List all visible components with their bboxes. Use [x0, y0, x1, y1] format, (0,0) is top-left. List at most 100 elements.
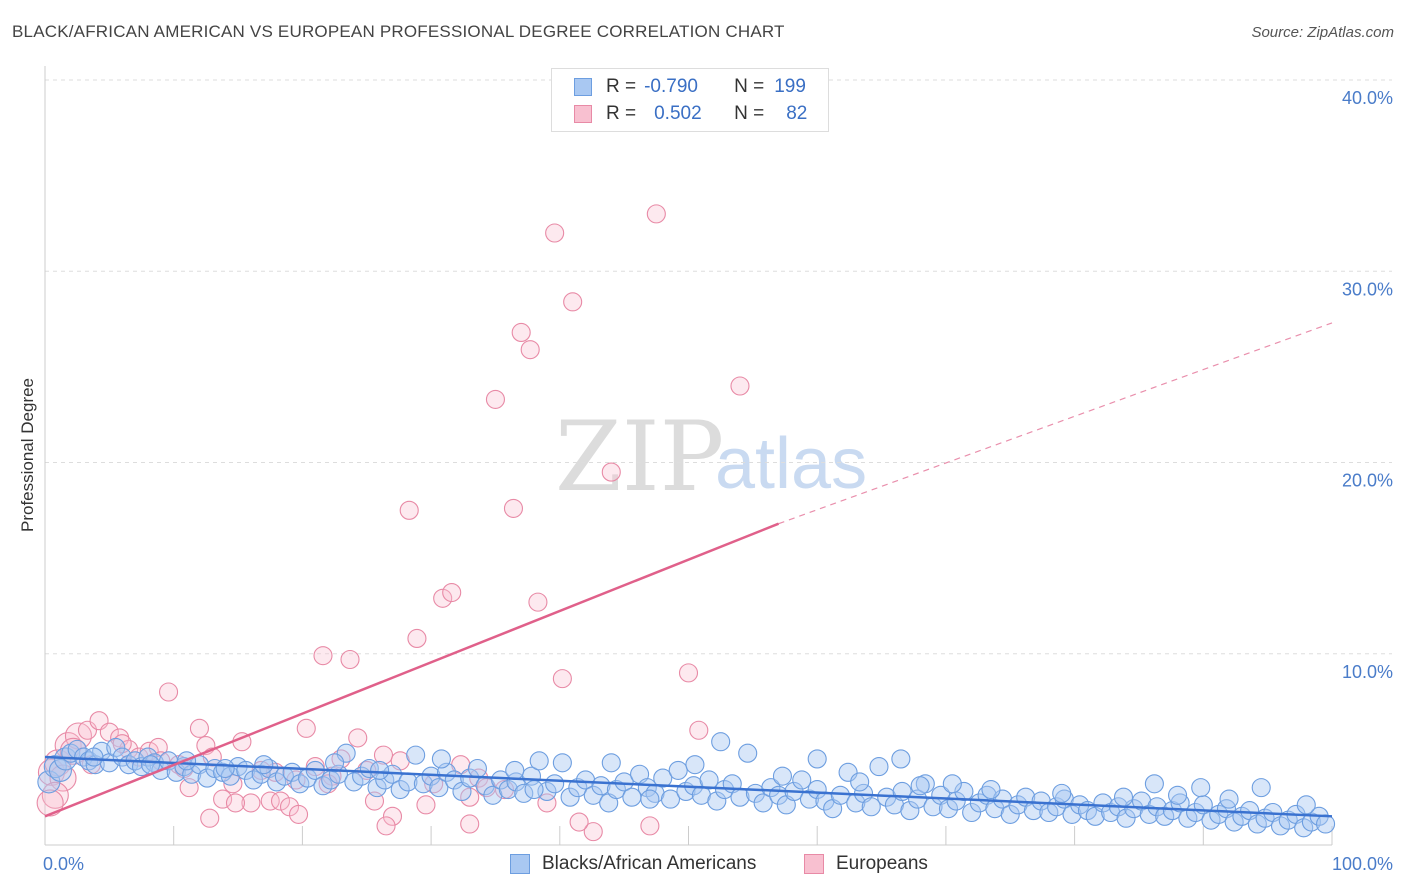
legend-n-value: 82: [786, 103, 808, 124]
legend-item-blacks: Blacks/African Americans: [510, 852, 756, 876]
black-point: [1316, 814, 1336, 834]
black-point: [660, 789, 681, 809]
european-point: [270, 791, 291, 811]
black-point: [325, 753, 345, 773]
legend-row-pink: R = 0.502 N = 82: [574, 101, 807, 127]
black-point: [685, 755, 705, 775]
black-point: [48, 758, 72, 782]
european-point: [49, 764, 77, 792]
legend-r-label: R =: [606, 103, 637, 124]
black-point: [1155, 806, 1175, 826]
european-point: [399, 500, 419, 520]
x-tick-label: 100.0%: [1332, 854, 1393, 874]
european-point: [159, 682, 179, 702]
black-point: [1301, 812, 1321, 832]
black-point: [84, 747, 104, 767]
blue-swatch: [574, 78, 592, 96]
european-point: [376, 816, 396, 836]
black-point: [1052, 783, 1072, 803]
y-tick-label: 10.0%: [1342, 662, 1393, 682]
legend-row-blue: R = -0.790 N = 199: [574, 74, 806, 100]
european-point: [288, 804, 309, 824]
black-point: [505, 760, 525, 780]
european-point: [569, 812, 589, 832]
european-point: [373, 745, 394, 765]
x-tick-label: 0.0%: [43, 854, 84, 874]
legend-r-label: R =: [606, 76, 637, 97]
black-point: [711, 732, 731, 752]
black-point: [1191, 778, 1211, 798]
chart-source: Source: ZipAtlas.com: [1251, 24, 1394, 41]
black-point: [637, 778, 657, 798]
pink-swatch: [804, 854, 824, 874]
legend-r-value: -0.790: [644, 76, 698, 97]
black-point: [707, 791, 727, 811]
grid-lines: [45, 79, 1392, 655]
black-point: [614, 772, 634, 792]
blacks-trend-line: [44, 755, 1333, 818]
black-point: [942, 774, 962, 794]
european-point: [563, 292, 583, 312]
black-point: [370, 760, 390, 780]
y-tick-label: 30.0%: [1342, 279, 1393, 299]
european-point: [200, 808, 220, 828]
european-point: [296, 718, 316, 738]
black-point: [761, 778, 781, 798]
blacks-points: [37, 732, 1336, 838]
black-point: [290, 774, 310, 794]
european-point: [189, 718, 209, 738]
black-point: [606, 779, 626, 800]
black-point: [861, 797, 881, 817]
y-tick-label: 40.0%: [1342, 88, 1393, 108]
european-point: [41, 781, 69, 809]
black-point: [799, 789, 820, 809]
black-point: [467, 758, 487, 779]
black-point: [1294, 818, 1314, 838]
black-point: [267, 772, 287, 792]
black-point: [1000, 804, 1020, 824]
european-point: [225, 793, 246, 813]
black-point: [560, 787, 580, 807]
european-point: [416, 795, 436, 815]
black-point: [910, 776, 930, 796]
pink-swatch: [574, 105, 592, 123]
european-point: [583, 822, 603, 842]
legend-r-value: 0.502: [654, 103, 702, 124]
black-point: [568, 778, 588, 798]
black-point: [869, 757, 889, 777]
legend-blacks-label: Blacks/African Americans: [542, 853, 757, 874]
black-point: [1168, 785, 1188, 805]
black-point: [498, 779, 518, 800]
european-point: [646, 204, 666, 224]
black-point: [807, 749, 827, 769]
black-point: [1144, 774, 1164, 794]
black-point: [1270, 816, 1291, 836]
black-point: [891, 749, 911, 769]
black-point: [699, 770, 719, 790]
trend-lines: [44, 322, 1333, 818]
black-point: [431, 749, 451, 769]
european-point: [241, 793, 261, 813]
european-point: [382, 806, 403, 826]
chart-title: BLACK/AFRICAN AMERICAN VS EUROPEAN PROFE…: [12, 22, 785, 41]
black-point: [406, 745, 426, 765]
black-point: [792, 770, 812, 790]
axes: [44, 66, 1333, 846]
black-point: [545, 774, 565, 794]
european-point: [511, 322, 531, 343]
european-point: [433, 588, 453, 608]
black-point: [390, 779, 410, 800]
watermark-zip: ZIP: [555, 401, 724, 513]
europeans-trend-line: [44, 522, 780, 818]
black-point: [1113, 787, 1134, 807]
black-point: [514, 783, 534, 803]
black-point: [850, 772, 870, 792]
black-point: [74, 747, 94, 767]
correlation-legend: R = -0.790 N = 199 R = 0.502 N = 82: [551, 68, 829, 132]
legend-europeans-label: Europeans: [836, 853, 928, 874]
legend-n-label: N =: [734, 103, 765, 124]
black-point: [313, 776, 333, 796]
black-point: [1247, 814, 1267, 834]
black-point: [429, 778, 449, 798]
european-point: [730, 376, 750, 396]
